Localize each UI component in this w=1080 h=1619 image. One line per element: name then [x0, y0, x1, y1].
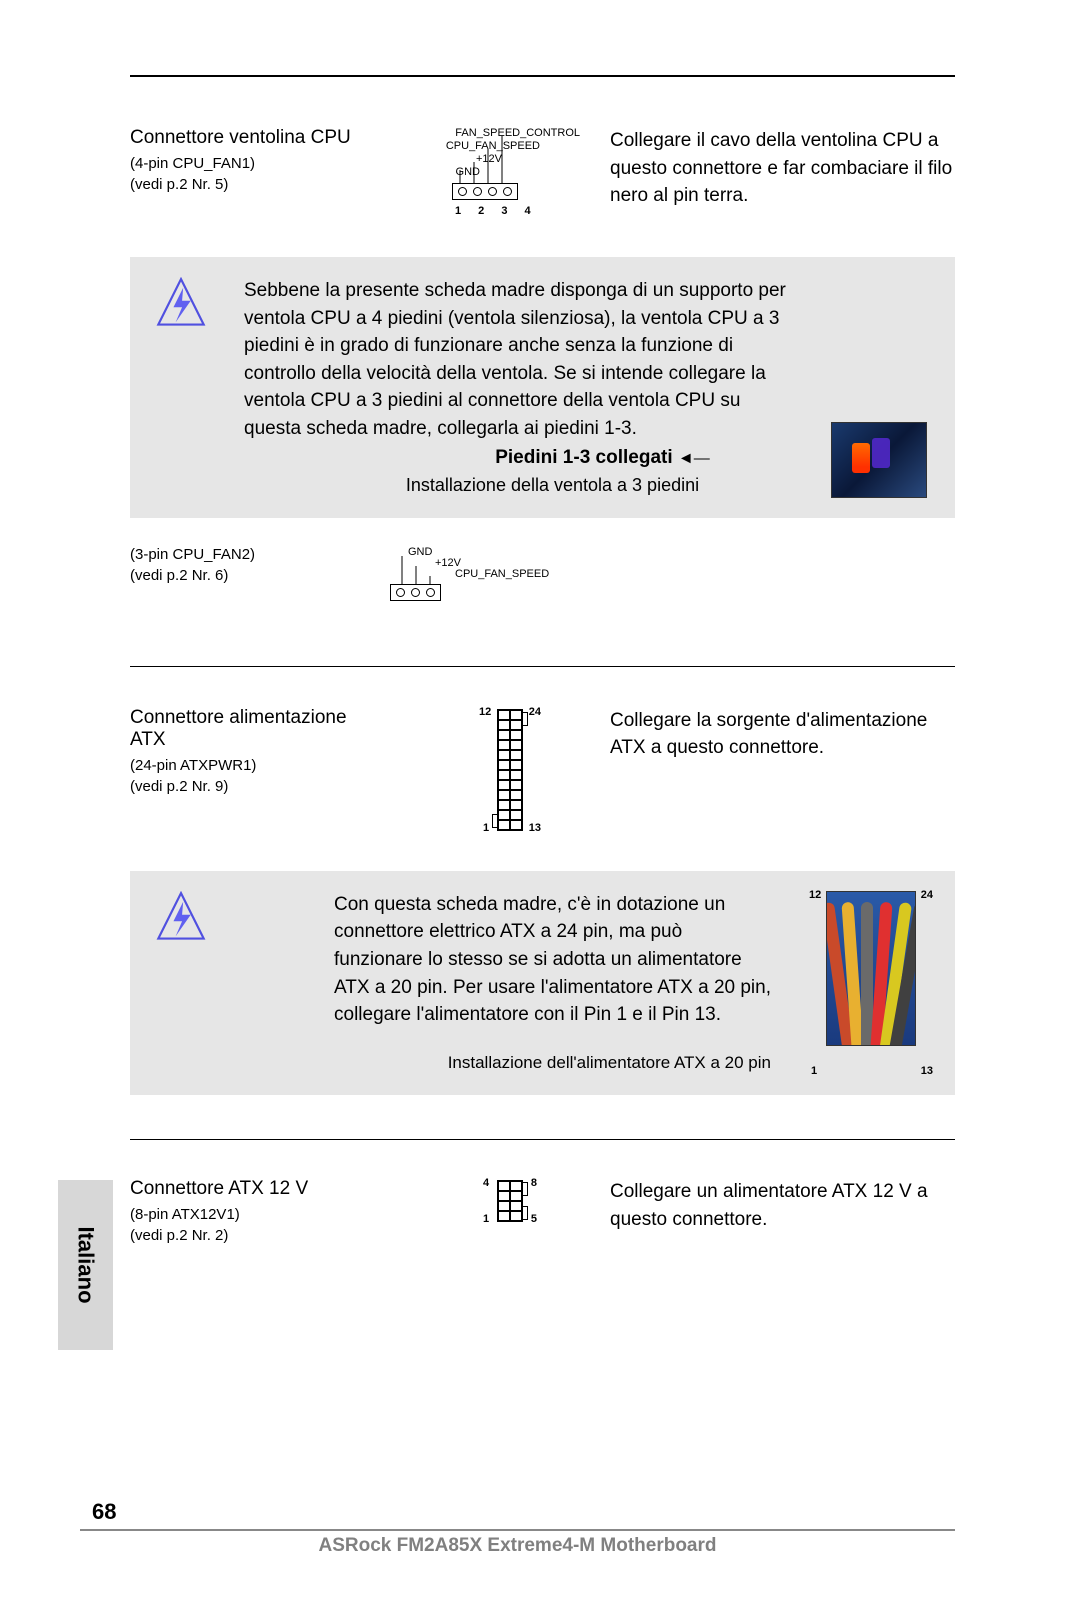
page-footer: 68 ASRock FM2A85X Extreme4-M Motherboard	[80, 1499, 955, 1557]
footer-title: ASRock FM2A85X Extreme4-M Motherboard	[80, 1535, 955, 1557]
atx12v-sub2: (vedi p.2 Nr. 2)	[130, 1227, 370, 1244]
atx-title: Connettore alimentazione ATX	[130, 707, 370, 751]
cpu-fan2-sub2: (vedi p.2 Nr. 6)	[130, 567, 370, 584]
section-rule	[130, 1139, 955, 1140]
note2-text: Con questa scheda madre, c'è in dotazion…	[334, 894, 771, 1025]
pin-label: 13	[921, 1065, 933, 1077]
top-rule	[130, 75, 955, 77]
note-box-atx: Con questa scheda madre, c'è in dotazion…	[130, 871, 955, 1095]
pin-label: 24	[921, 889, 933, 901]
language-tab-label: Italiano	[73, 1226, 99, 1303]
note1-bold: Piedini 1-3 collegati	[495, 447, 672, 468]
atx-sub2: (vedi p.2 Nr. 9)	[130, 778, 370, 795]
pin-label: 24	[529, 706, 541, 718]
pin-label: 8	[531, 1177, 537, 1189]
pin-label: 1	[811, 1065, 817, 1077]
connector-8pin-icon	[497, 1180, 523, 1222]
page-number: 68	[92, 1499, 955, 1525]
note1-sub: Installazione della ventola a 3 piedini	[406, 475, 699, 495]
fan-install-photo	[831, 422, 927, 498]
pin-label: 1	[483, 1213, 489, 1225]
connector-3pin-icon	[390, 584, 441, 601]
section-cpu-fan: Connettore ventolina CPU (4-pin CPU_FAN1…	[130, 127, 955, 227]
note-box-cpu-fan: Sebbene la presente scheda madre dispong…	[130, 257, 955, 518]
pin-label: 13	[529, 822, 541, 834]
note2-sub: Installazione dell'alimentatore ATX a 20…	[448, 1053, 771, 1072]
connector-4pin-icon	[452, 183, 518, 200]
section-cpu-fan2: (3-pin CPU_FAN2) (vedi p.2 Nr. 6) GND +1…	[130, 546, 955, 616]
cpu-fan2-sub1: (3-pin CPU_FAN2)	[130, 546, 370, 563]
atx12v-title: Connettore ATX 12 V	[130, 1178, 370, 1200]
warning-bolt-icon	[154, 891, 214, 1075]
diagram-label: CPU_FAN_SPEED	[455, 568, 549, 580]
pin-label: 12	[479, 706, 491, 718]
atx-24pin-diagram: 12 24 1 13	[390, 707, 590, 831]
pin-label: 12	[809, 889, 821, 901]
atx12v-sub1: (8-pin ATX12V1)	[130, 1206, 370, 1223]
atx-sub1: (24-pin ATXPWR1)	[130, 757, 370, 774]
note1-text: Sebbene la presente scheda madre dispong…	[244, 280, 786, 439]
atx-desc: Collegare la sorgente d'alimentazione AT…	[610, 707, 955, 762]
section-rule	[130, 666, 955, 667]
arrow-left-icon: ◄—	[678, 450, 710, 467]
pin-label: 1	[483, 822, 489, 834]
footer-rule	[80, 1529, 955, 1531]
warning-bolt-icon	[154, 277, 214, 498]
pin-label: 5	[531, 1213, 537, 1225]
cpu-fan-4pin-diagram: FAN_SPEED_CONTROL CPU_FAN_SPEED +12V GND…	[390, 127, 590, 227]
cpu-fan-sub1: (4-pin CPU_FAN1)	[130, 155, 370, 172]
cpu-fan-sub2: (vedi p.2 Nr. 5)	[130, 176, 370, 193]
section-atx-power: Connettore alimentazione ATX (24-pin ATX…	[130, 707, 955, 831]
pin-label: 4	[483, 1177, 489, 1189]
language-tab: Italiano	[58, 1180, 113, 1350]
atx-install-photo	[826, 891, 916, 1046]
connector-24pin-icon	[497, 709, 523, 831]
atx12v-8pin-diagram: 4 8 1 5	[390, 1178, 590, 1248]
cpu-fan-desc: Collegare il cavo della ventolina CPU a …	[610, 127, 955, 210]
section-atx12v: Connettore ATX 12 V (8-pin ATX12V1) (ved…	[130, 1178, 955, 1248]
diagram-pin-numbers: 1 2 3 4	[455, 205, 538, 217]
atx12v-desc: Collegare un alimentatore ATX 12 V a que…	[610, 1178, 955, 1233]
cpu-fan-3pin-diagram: GND +12V CPU_FAN_SPEED	[390, 546, 590, 616]
cpu-fan-title: Connettore ventolina CPU	[130, 127, 370, 149]
